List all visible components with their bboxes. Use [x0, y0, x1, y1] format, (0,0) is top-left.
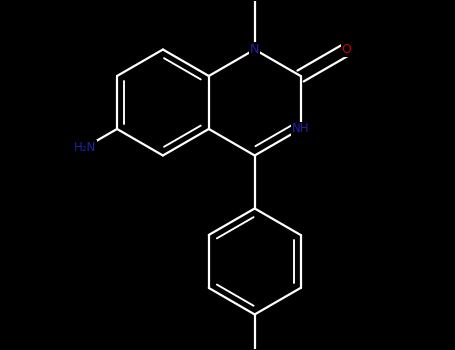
- Text: N: N: [250, 43, 259, 56]
- Text: H₂N: H₂N: [74, 141, 96, 154]
- Text: NH: NH: [292, 122, 309, 135]
- Text: O: O: [342, 43, 351, 56]
